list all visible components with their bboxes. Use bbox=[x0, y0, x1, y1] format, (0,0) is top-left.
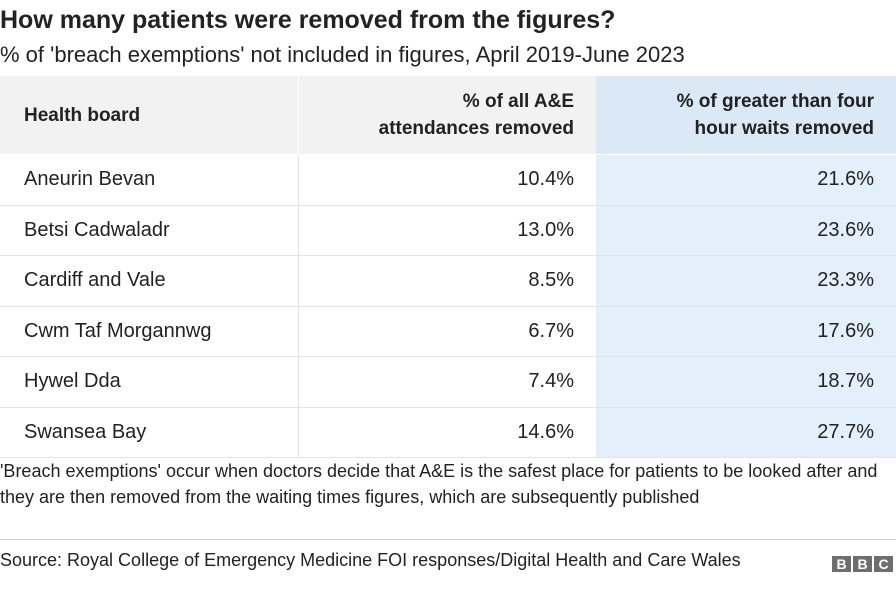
chart-title: How many patients were removed from the … bbox=[0, 6, 616, 34]
cell-all-attendances: 7.4% bbox=[298, 357, 596, 407]
row-separator bbox=[0, 457, 896, 458]
cell-all-attendances: 10.4% bbox=[298, 155, 596, 205]
bbc-logo-letter: C bbox=[874, 556, 893, 572]
cell-health-board: Cwm Taf Morgannwg bbox=[24, 319, 212, 342]
cell-health-board: Swansea Bay bbox=[24, 420, 147, 443]
cell-all-attendances: 13.0% bbox=[298, 205, 596, 255]
header-health-board: Health board bbox=[0, 76, 298, 154]
bbc-logo-letter: B bbox=[853, 556, 872, 572]
table-row: Aneurin Bevan 10.4% 21.6% bbox=[0, 155, 896, 206]
bbc-logo: B B C bbox=[832, 556, 893, 572]
header-four-hour-waits: % of greater than four hour waits remove… bbox=[596, 76, 896, 154]
cell-health-board: Hywel Dda bbox=[24, 370, 121, 393]
cell-all-attendances: 14.6% bbox=[298, 407, 596, 457]
footnote: 'Breach exemptions' occur when doctors d… bbox=[0, 461, 878, 507]
cell-four-hour-waits: 18.7% bbox=[596, 357, 896, 407]
cell-four-hour-waits: 23.6% bbox=[596, 205, 896, 255]
source-text: Source: Royal College of Emergency Medic… bbox=[0, 550, 741, 570]
cell-all-attendances: 6.7% bbox=[298, 306, 596, 356]
table-row: Swansea Bay 14.6% 27.7% bbox=[0, 407, 896, 458]
header-all-line1: % of all A&E bbox=[462, 91, 574, 112]
header-all-attendances: % of all A&E attendances removed bbox=[298, 76, 596, 154]
footer-divider bbox=[0, 539, 896, 540]
header-four-line1: % of greater than four bbox=[676, 91, 874, 112]
row-separator bbox=[0, 305, 896, 307]
cell-health-board: Cardiff and Vale bbox=[24, 269, 166, 292]
header-all-line2: attendances removed bbox=[378, 118, 574, 139]
header-health-board-label: Health board bbox=[24, 104, 141, 126]
cell-four-hour-waits: 23.3% bbox=[596, 256, 896, 306]
row-separator bbox=[0, 356, 896, 357]
table-row: Hywel Dda 7.4% 18.7% bbox=[0, 357, 896, 408]
table-row: Betsi Cadwaladr 13.0% 23.6% bbox=[0, 205, 896, 256]
chart-subtitle: % of 'breach exemptions' not included in… bbox=[0, 42, 685, 67]
bbc-logo-letter: B bbox=[832, 556, 851, 572]
table-row: Cardiff and Vale 8.5% 23.3% bbox=[0, 256, 896, 307]
cell-health-board: Aneurin Bevan bbox=[24, 168, 156, 191]
row-separator bbox=[0, 204, 896, 206]
row-separator bbox=[0, 255, 896, 256]
row-separator bbox=[0, 406, 896, 408]
cell-all-attendances: 8.5% bbox=[298, 256, 596, 306]
table-header-row: Health board % of all A&E attendances re… bbox=[0, 76, 896, 154]
cell-health-board: Betsi Cadwaladr bbox=[24, 218, 170, 241]
cell-four-hour-waits: 21.6% bbox=[596, 155, 896, 205]
cell-four-hour-waits: 27.7% bbox=[596, 407, 896, 457]
table-row: Cwm Taf Morgannwg 6.7% 17.6% bbox=[0, 306, 896, 357]
cell-four-hour-waits: 17.6% bbox=[596, 306, 896, 356]
header-four-line2: hour waits removed bbox=[694, 118, 875, 139]
